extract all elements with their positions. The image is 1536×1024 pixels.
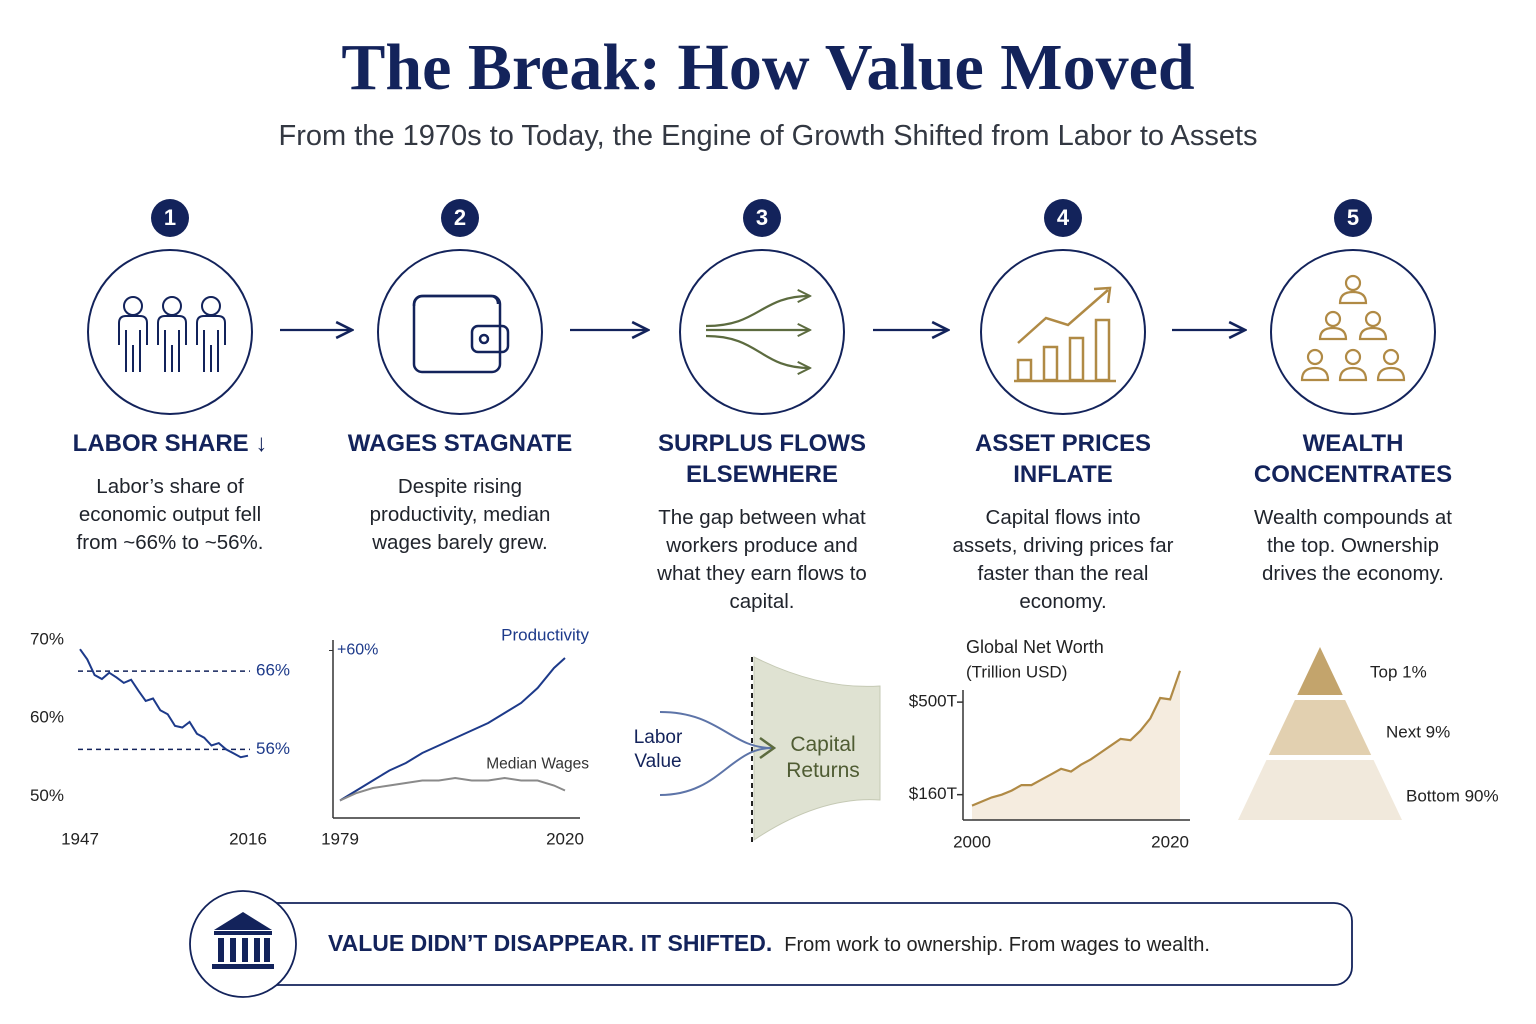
wallet-icon bbox=[412, 294, 510, 374]
growth-icon bbox=[1014, 286, 1116, 383]
area-fill bbox=[972, 670, 1180, 820]
step-badge bbox=[1334, 199, 1372, 237]
y-tick-label: 60% bbox=[30, 708, 64, 727]
step-number: 3 bbox=[756, 205, 768, 230]
pyramid-segment bbox=[1268, 700, 1372, 755]
page-title: The Break: How Value Moved bbox=[341, 31, 1195, 104]
step-title: WEALTH CONCENTRATES bbox=[1253, 430, 1453, 488]
step-column: SURPLUS FLOWS ELSEWHERE The gap between w… bbox=[632, 428, 892, 616]
people-icon bbox=[118, 296, 226, 372]
page-subtitle: From the 1970s to Today, the Engine of G… bbox=[278, 120, 1258, 152]
step-text: Capital flows into assets, driving price… bbox=[952, 506, 1174, 613]
footer-headline: VALUE DIDN’T DISAPPEAR. IT SHIFTED. bbox=[328, 930, 773, 956]
step-circles bbox=[87, 249, 1436, 415]
x-tick-label: 1947 bbox=[61, 829, 99, 848]
step-title: ASSET PRICES INFLATE bbox=[974, 430, 1152, 488]
reference-label: 66% bbox=[256, 661, 290, 680]
x-tick-label: 2020 bbox=[1151, 832, 1189, 851]
people-pyramid-icon bbox=[1300, 274, 1406, 382]
series-line bbox=[339, 776, 566, 802]
step-title: LABOR SHARE ↓ bbox=[72, 430, 268, 457]
x-tick-label: 1979 bbox=[321, 829, 359, 848]
reference-label: 56% bbox=[256, 739, 290, 758]
series-label: Median Wages bbox=[486, 756, 589, 773]
step-number: 1 bbox=[164, 205, 176, 230]
y-tick-label: $160T bbox=[909, 784, 957, 803]
x-tick-label: 2016 bbox=[229, 829, 267, 848]
step-number: 4 bbox=[1057, 205, 1070, 230]
y-tick-label: 70% bbox=[30, 629, 64, 648]
series-label: Productivity bbox=[501, 625, 589, 644]
step-text: Despite rising productivity, median wage… bbox=[369, 475, 551, 554]
step-badge bbox=[1044, 199, 1082, 237]
capital-funnel bbox=[753, 656, 881, 841]
flow-curve bbox=[659, 747, 773, 796]
footer-line: VALUE DIDN’T DISAPPEAR. IT SHIFTED. From … bbox=[328, 930, 1338, 957]
pyramid-segment bbox=[1238, 760, 1402, 820]
x-tick-label: 2000 bbox=[953, 832, 991, 851]
y-tick-label: $500T bbox=[909, 692, 957, 711]
series-line bbox=[339, 657, 566, 802]
flow-curve bbox=[659, 711, 773, 749]
split-icon bbox=[705, 296, 810, 368]
chart-title: Global Net Worth bbox=[966, 637, 1104, 657]
x-tick-label: 2020 bbox=[546, 829, 584, 848]
pyramid-label: Bottom 90% bbox=[1406, 786, 1499, 805]
bank-icon bbox=[212, 912, 274, 969]
step-text: Wealth compounds at the top. Ownership d… bbox=[1254, 506, 1452, 585]
pyramid-label: Top 1% bbox=[1370, 662, 1427, 681]
step-column: WEALTH CONCENTRATES Wealth compounds at t… bbox=[1223, 428, 1483, 588]
step-badge bbox=[743, 199, 781, 237]
step-number: 2 bbox=[454, 205, 466, 230]
y-tick-label: +60% bbox=[337, 642, 378, 659]
area-line bbox=[971, 670, 1182, 807]
step-text: Labor’s share of economic output fell fr… bbox=[76, 475, 264, 554]
flow-source: Labor Value bbox=[633, 727, 683, 772]
step-badge bbox=[151, 199, 189, 237]
step-title: SURPLUS FLOWS ELSEWHERE bbox=[658, 430, 866, 488]
chart-subtitle: (Trillion USD) bbox=[966, 662, 1067, 681]
step-column: LABOR SHARE ↓ Labor’s share of economic o… bbox=[40, 428, 300, 557]
series-line bbox=[79, 648, 249, 759]
step-number: 5 bbox=[1347, 205, 1359, 230]
step-badge bbox=[441, 199, 479, 237]
pyramid-segment bbox=[1297, 647, 1343, 695]
y-tick-label: 50% bbox=[30, 786, 64, 805]
step-column: WAGES STAGNATE Despite rising productivit… bbox=[330, 428, 590, 557]
step-title: WAGES STAGNATE bbox=[347, 430, 573, 457]
step-text: The gap between what workers produce and… bbox=[657, 506, 867, 613]
pyramid-label: Next 9% bbox=[1386, 722, 1450, 741]
footer-text: From work to ownership. From wages to we… bbox=[784, 934, 1210, 956]
flow-arrowhead bbox=[759, 736, 777, 760]
flow-target: Capital Returns bbox=[786, 733, 860, 782]
step-column: ASSET PRICES INFLATE Capital flows into a… bbox=[933, 428, 1193, 616]
